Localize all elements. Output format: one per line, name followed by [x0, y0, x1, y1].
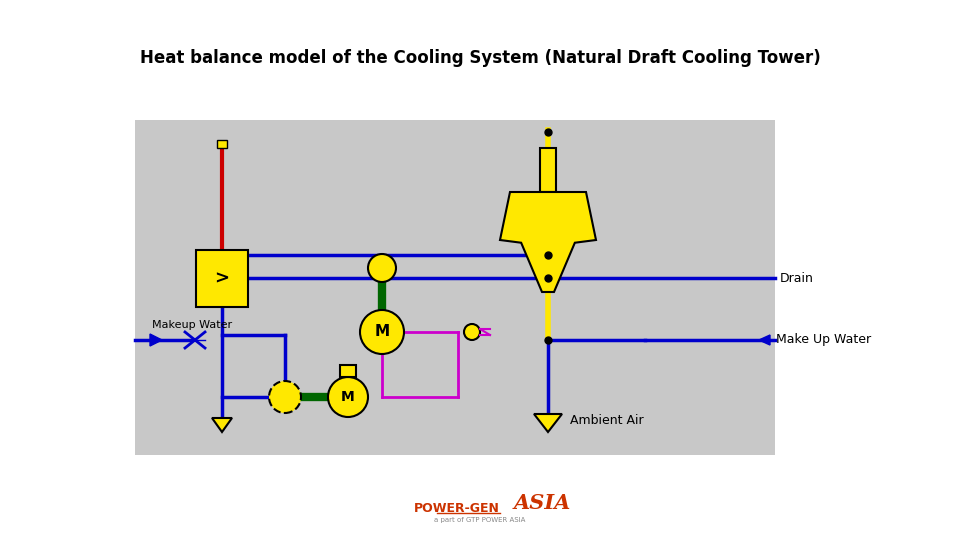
Polygon shape — [534, 414, 562, 432]
Circle shape — [464, 324, 480, 340]
Text: POWER-GEN: POWER-GEN — [414, 502, 500, 515]
Circle shape — [368, 254, 396, 282]
Text: >: > — [214, 269, 229, 287]
Text: M: M — [341, 390, 355, 404]
Text: ASIA: ASIA — [514, 493, 570, 513]
Polygon shape — [500, 192, 596, 292]
Bar — [340, 365, 356, 377]
Text: Drain: Drain — [780, 272, 814, 285]
Bar — [196, 250, 248, 307]
Polygon shape — [212, 418, 232, 432]
Polygon shape — [759, 335, 770, 345]
Bar — [217, 140, 227, 148]
Bar — [540, 148, 556, 192]
Circle shape — [328, 377, 368, 417]
Text: Make Up Water: Make Up Water — [776, 334, 871, 347]
Text: a part of GTP POWER ASIA: a part of GTP POWER ASIA — [434, 517, 526, 523]
Text: M: M — [374, 325, 390, 340]
Text: Ambient Air: Ambient Air — [570, 414, 643, 427]
Text: Heat balance model of the Cooling System (Natural Draft Cooling Tower): Heat balance model of the Cooling System… — [139, 49, 821, 67]
Polygon shape — [150, 334, 162, 346]
Bar — [135, 120, 775, 455]
Circle shape — [269, 381, 301, 413]
Text: Makeup Water: Makeup Water — [152, 320, 232, 330]
Circle shape — [360, 310, 404, 354]
